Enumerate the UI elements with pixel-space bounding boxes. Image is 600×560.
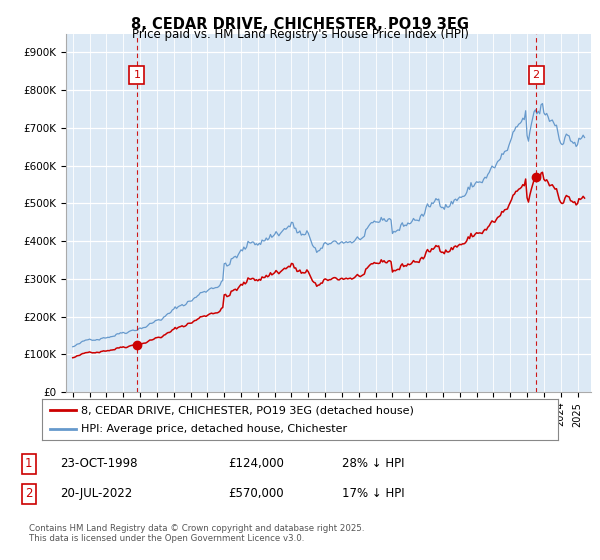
- Text: 1: 1: [133, 70, 140, 80]
- Text: 8, CEDAR DRIVE, CHICHESTER, PO19 3EG (detached house): 8, CEDAR DRIVE, CHICHESTER, PO19 3EG (de…: [80, 405, 413, 415]
- Text: £124,000: £124,000: [228, 457, 284, 470]
- Text: 20-JUL-2022: 20-JUL-2022: [60, 487, 132, 501]
- Text: HPI: Average price, detached house, Chichester: HPI: Average price, detached house, Chic…: [80, 424, 347, 433]
- Text: 23-OCT-1998: 23-OCT-1998: [60, 457, 137, 470]
- Text: 2: 2: [533, 70, 540, 80]
- Text: 2: 2: [25, 487, 32, 501]
- Text: Contains HM Land Registry data © Crown copyright and database right 2025.
This d: Contains HM Land Registry data © Crown c…: [29, 524, 364, 543]
- Text: 28% ↓ HPI: 28% ↓ HPI: [342, 457, 404, 470]
- Text: 8, CEDAR DRIVE, CHICHESTER, PO19 3EG: 8, CEDAR DRIVE, CHICHESTER, PO19 3EG: [131, 17, 469, 32]
- Text: £570,000: £570,000: [228, 487, 284, 501]
- Text: 1: 1: [25, 457, 32, 470]
- Text: Price paid vs. HM Land Registry's House Price Index (HPI): Price paid vs. HM Land Registry's House …: [131, 28, 469, 41]
- Text: 17% ↓ HPI: 17% ↓ HPI: [342, 487, 404, 501]
